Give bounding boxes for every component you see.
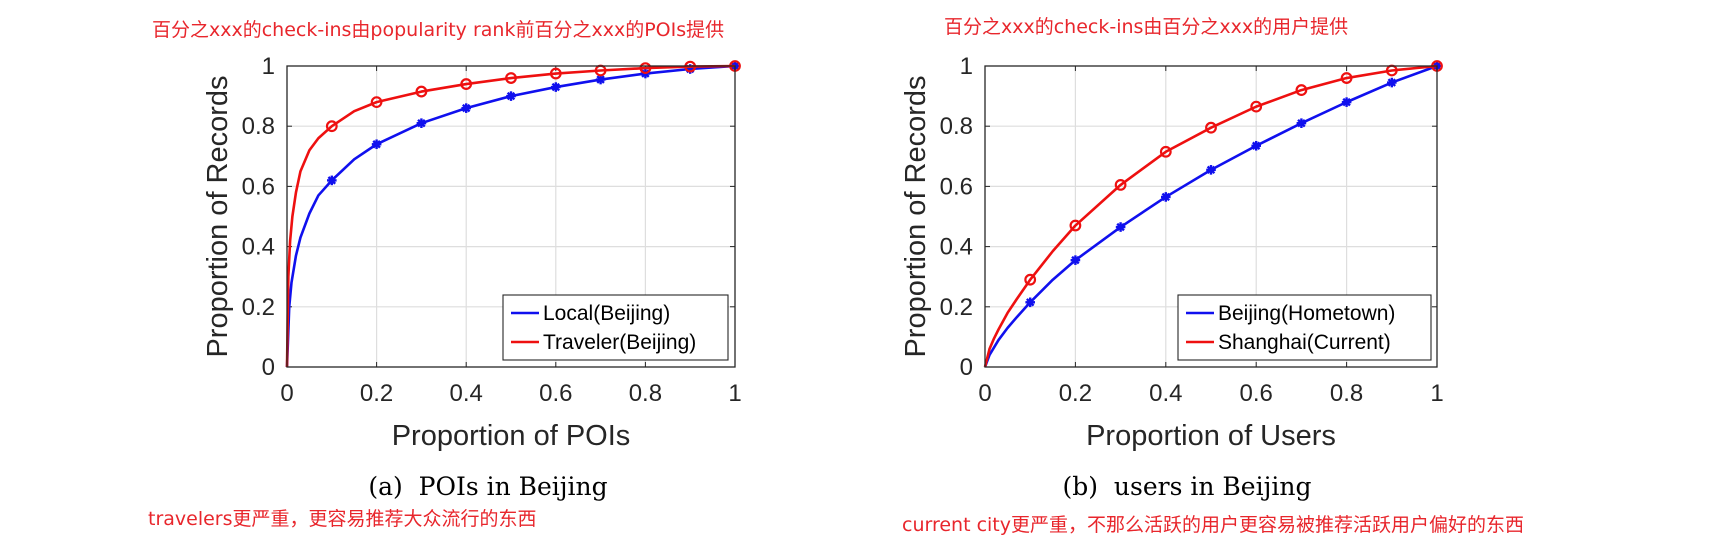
data-point	[639, 62, 652, 75]
data-point	[327, 175, 337, 186]
y-axis-label: Proportion of Records	[900, 75, 932, 357]
data-point	[416, 118, 427, 128]
annotation-b-top: 百分之xxx的check-ins由百分之xxx的用户提供	[944, 16, 1348, 38]
annotation-a-bottom: travelers更严重，更容易推荐大众流行的东西	[148, 508, 537, 530]
y-tick-label: 1	[262, 53, 275, 80]
y-tick-label: 0.4	[242, 234, 275, 261]
x-tick-label: 1	[1430, 380, 1443, 407]
chart-b-users-beijing: 0 0.2 0.4 0.6 0.8 1 0 0.2 0.4 0.6 0.8 1 Proportion o…	[900, 53, 1444, 452]
data-point	[549, 67, 562, 80]
y-tick-label: 0.8	[242, 113, 275, 140]
legend-label: Beijing(Hometown)	[1218, 302, 1395, 325]
x-tick-label: 1	[728, 380, 741, 407]
series-line	[983, 64, 1438, 368]
series-line	[285, 64, 736, 368]
x-tick-label: 0.6	[539, 380, 572, 407]
legend-box	[502, 294, 729, 361]
caption-a: (a) POIs in Beijing	[368, 472, 607, 501]
data-point	[505, 72, 517, 84]
x-tick-label: 0.4	[1149, 380, 1182, 407]
data-point	[1115, 222, 1126, 232]
annotation-a-top: 百分之xxx的check-ins由popularity rank前百分之xxx的…	[152, 19, 724, 41]
y-tick-label: 0	[262, 354, 275, 381]
data-point	[1205, 121, 1217, 134]
annotation-b-bottom: current city更严重，不那么活跃的用户更容易被推荐活跃用户偏好的东西	[902, 514, 1524, 536]
chart-a-pois-beijing: 0 0.2 0.4 0.6 0.8 1 0 0.2 0.4 0.6 0.8 1 Proportion o…	[202, 53, 742, 452]
data-point	[506, 91, 516, 101]
x-tick-label: 0	[280, 380, 293, 407]
series-line	[285, 64, 736, 368]
x-axis-label: Proportion of Users	[1086, 420, 1336, 452]
x-tick-label: 0.2	[360, 380, 393, 407]
y-tick-label: 0.2	[940, 294, 973, 321]
caption-b: (b) users in Beijing	[1063, 472, 1312, 501]
data-point	[1161, 192, 1171, 202]
data-point	[1251, 140, 1261, 151]
data-point	[1341, 97, 1352, 107]
y-axis-label: Proportion of Records	[202, 75, 234, 357]
data-point	[460, 78, 473, 90]
axes-box	[286, 65, 736, 368]
x-axis-label: Proportion of POIs	[392, 420, 631, 452]
x-tick-label: 0	[978, 380, 991, 407]
data-point	[1340, 72, 1353, 84]
y-tick-label: 1	[960, 53, 973, 80]
data-point	[371, 139, 382, 150]
data-point	[461, 103, 471, 113]
axes-box	[984, 65, 1438, 368]
legend-box	[1177, 294, 1432, 361]
data-point	[1159, 145, 1172, 158]
y-tick-label: 0.2	[242, 294, 275, 321]
data-point	[1250, 100, 1263, 113]
x-tick-label: 0.8	[629, 380, 662, 407]
y-tick-label: 0	[960, 354, 973, 381]
data-point	[1025, 297, 1035, 308]
data-point	[1114, 178, 1127, 191]
series-1	[983, 61, 1442, 368]
legend-label: Shanghai(Current)	[1218, 331, 1391, 354]
x-tick-label: 0.6	[1240, 380, 1273, 407]
legend-label: Local(Beijing)	[543, 302, 670, 325]
legend-label: Traveler(Beijing)	[543, 331, 696, 354]
data-point	[370, 96, 383, 109]
data-point	[1295, 84, 1308, 96]
data-point	[1387, 77, 1397, 88]
data-point	[1069, 219, 1082, 232]
y-tick-label: 0.6	[940, 173, 973, 200]
x-tick-label: 0.4	[450, 380, 483, 407]
legend: Beijing(Hometown) Shanghai(Current)	[1177, 294, 1432, 361]
data-point	[1070, 255, 1081, 265]
data-point	[1206, 165, 1216, 175]
data-point	[551, 82, 561, 92]
y-tick-label: 0.8	[940, 113, 973, 140]
y-tick-label: 0.6	[242, 173, 275, 200]
legend: Local(Beijing) Traveler(Beijing)	[502, 294, 729, 361]
data-point	[325, 120, 338, 133]
x-tick-label: 0.8	[1330, 380, 1363, 407]
y-tick-label: 0.4	[940, 234, 973, 261]
x-tick-label: 0.2	[1059, 380, 1092, 407]
data-point	[1024, 273, 1037, 286]
data-point	[1296, 118, 1307, 128]
data-point	[415, 85, 428, 98]
